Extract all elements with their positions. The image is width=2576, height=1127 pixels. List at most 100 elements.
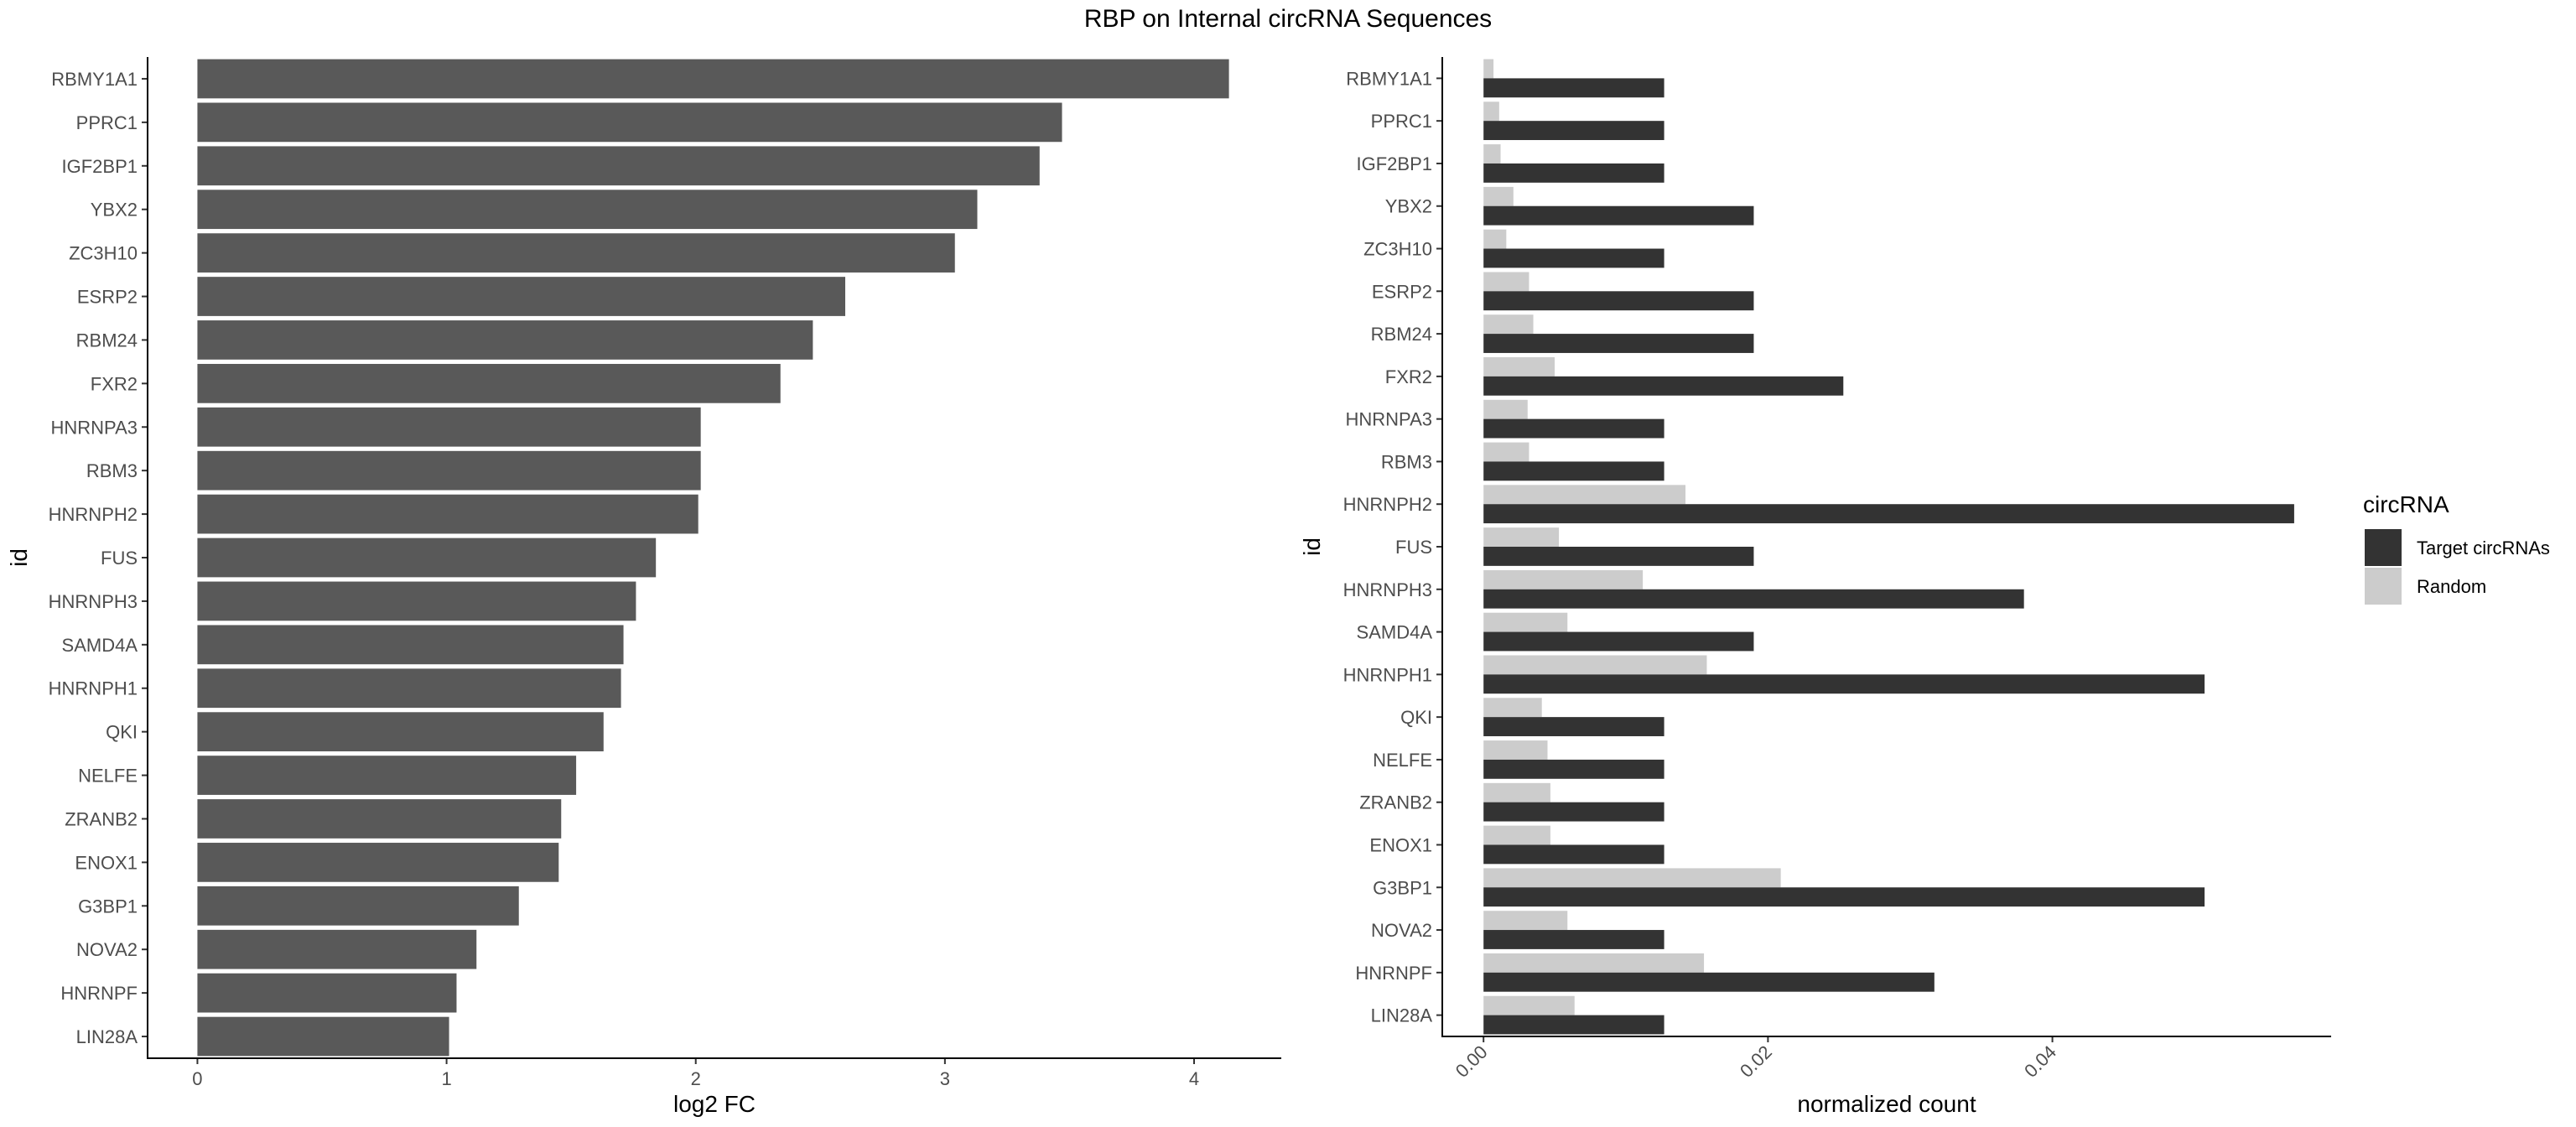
y-tick-label-g3bp1: G3BP1 [1373, 877, 1432, 898]
bar-target-nelfe [1483, 759, 1665, 779]
y-tick-label-ybx2: YBX2 [1385, 196, 1432, 217]
bar-random-g3bp1 [1483, 868, 1781, 888]
bar-rbm24 [197, 320, 813, 360]
x-tick-label: 4 [1189, 1068, 1199, 1089]
bar-target-pprc1 [1483, 121, 1665, 141]
bar-rbmy1a1 [197, 59, 1229, 99]
bar-random-hnrnph1 [1483, 655, 1707, 675]
bar-random-ybx2 [1483, 186, 1514, 206]
bar-hnrnph3 [197, 581, 636, 621]
bar-random-zranb2 [1483, 782, 1550, 802]
bar-enox1 [197, 843, 559, 882]
y-tick-label-g3bp1: G3BP1 [78, 896, 138, 917]
bar-zranb2 [197, 799, 562, 839]
bar-ybx2 [197, 190, 978, 230]
bar-hnrnph2 [197, 494, 699, 534]
y-tick-label-nova2: NOVA2 [76, 939, 138, 960]
bar-target-fxr2 [1483, 376, 1844, 396]
right-y-axis-title: id [1299, 538, 1325, 556]
y-tick-label-ybx2: YBX2 [91, 200, 138, 221]
bar-random-esrp2 [1483, 272, 1530, 292]
legend-key-target [2365, 529, 2402, 566]
y-tick-label-hnrnpa3: HNRNPA3 [50, 417, 138, 438]
left-y-tick-labels: RBMY1A1 PPRC1 IGF2BP1 YBX2 ZC3H10 ESRP2 RBM24 F… [49, 69, 148, 1047]
y-tick-label-hnrnpf: HNRNPF [60, 983, 138, 1004]
bar-random-zc3h10 [1483, 229, 1507, 249]
bar-target-fus [1483, 547, 1754, 566]
right-x-ticks: 0.00 0.02 0.04 [1452, 1036, 2060, 1082]
bar-random-enox1 [1483, 825, 1550, 845]
y-tick-label-esrp2: ESRP2 [77, 287, 138, 308]
left-x-ticks: 0 1 2 3 4 [192, 1058, 1199, 1089]
y-tick-label-zranb2: ZRANB2 [1359, 792, 1432, 813]
y-tick-label-nelfe: NELFE [1373, 750, 1432, 771]
bar-target-hnrnpa3 [1483, 418, 1665, 439]
bar-nelfe [197, 756, 577, 795]
y-tick-label-samd4a: SAMD4A [1357, 622, 1433, 643]
y-tick-label-fxr2: FXR2 [1385, 366, 1432, 387]
right-y-tick-labels: RBMY1A1 PPRC1 IGF2BP1 YBX2 ZC3H10 ESRP2 RBM24 F… [1343, 68, 1442, 1026]
bar-qki [197, 712, 604, 752]
y-tick-label-hnrnph3: HNRNPH3 [49, 591, 138, 612]
y-tick-label-zranb2: ZRANB2 [65, 808, 138, 829]
x-tick-label: 0 [192, 1068, 202, 1089]
y-tick-label-igf2bp1: IGF2BP1 [62, 156, 138, 177]
bar-nova2 [197, 929, 477, 969]
y-tick-label-lin28a: LIN28A [1371, 1005, 1433, 1026]
y-tick-label-hnrnpf: HNRNPF [1355, 963, 1432, 984]
y-tick-label-enox1: ENOX1 [1369, 834, 1432, 855]
x-tick-label: 0.04 [2020, 1041, 2060, 1082]
y-tick-label-hnrnph1: HNRNPH1 [49, 678, 138, 699]
y-tick-label-esrp2: ESRP2 [1372, 281, 1432, 302]
y-tick-label-rbmy1a1: RBMY1A1 [51, 69, 138, 90]
legend-key-random [2365, 568, 2402, 605]
bar-target-zc3h10 [1483, 248, 1665, 268]
bar-random-pprc1 [1483, 101, 1499, 122]
bar-hnrnpa3 [197, 407, 701, 447]
legend-label-target: Target circRNAs [2417, 538, 2550, 558]
bar-random-samd4a [1483, 612, 1568, 632]
bar-random-rbmy1a1 [1483, 59, 1494, 79]
bar-random-rbm3 [1483, 442, 1530, 462]
bar-target-igf2bp1 [1483, 163, 1665, 183]
legend-label-random: Random [2417, 576, 2486, 597]
x-tick-label: 2 [691, 1068, 701, 1089]
bar-target-lin28a [1483, 1015, 1665, 1035]
y-tick-label-hnrnph3: HNRNPH3 [1343, 579, 1432, 600]
bar-target-samd4a [1483, 631, 1754, 652]
y-tick-label-pprc1: PPRC1 [76, 112, 138, 133]
bar-random-qki [1483, 698, 1542, 718]
bar-target-g3bp1 [1483, 887, 2205, 907]
bar-random-hnrnph3 [1483, 569, 1644, 589]
right-bars [1483, 59, 2294, 1035]
y-tick-label-hnrnph2: HNRNPH2 [1343, 494, 1432, 515]
bar-random-hnrnpa3 [1483, 399, 1528, 419]
bar-hnrnph1 [197, 668, 621, 709]
y-tick-label-rbmy1a1: RBMY1A1 [1346, 68, 1432, 89]
chart-title: RBP on Internal circRNA Sequences [1084, 5, 1492, 33]
bar-target-rbmy1a1 [1483, 78, 1665, 98]
x-tick-label: 3 [940, 1068, 950, 1089]
y-tick-label-rbm24: RBM24 [1371, 324, 1432, 345]
bar-g3bp1 [197, 886, 519, 926]
bar-target-rbm24 [1483, 334, 1754, 353]
bar-target-hnrnph3 [1483, 589, 2024, 609]
bar-random-nova2 [1483, 911, 1568, 931]
x-tick-label: 0.00 [1452, 1041, 1492, 1082]
y-tick-label-lin28a: LIN28A [76, 1026, 138, 1047]
legend-title: circRNA [2363, 491, 2449, 517]
y-tick-label-enox1: ENOX1 [75, 852, 138, 873]
bar-random-fus [1483, 527, 1560, 547]
y-tick-label-zc3h10: ZC3H10 [69, 243, 138, 264]
bar-target-esrp2 [1483, 291, 1754, 311]
y-tick-label-pprc1: PPRC1 [1371, 111, 1432, 132]
bar-lin28a [197, 1016, 449, 1057]
bar-fxr2 [197, 363, 781, 403]
y-tick-label-hnrnpa3: HNRNPA3 [1345, 409, 1432, 430]
y-tick-label-fxr2: FXR2 [91, 373, 138, 394]
bar-random-hnrnpf [1483, 953, 1705, 973]
bar-target-zranb2 [1483, 802, 1665, 822]
bar-target-hnrnph1 [1483, 674, 2205, 694]
bar-igf2bp1 [197, 146, 1040, 186]
